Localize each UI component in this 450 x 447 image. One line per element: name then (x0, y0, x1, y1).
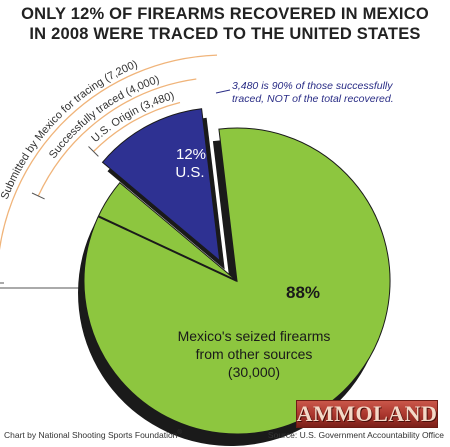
other-slice-label-line3: (30,000) (228, 364, 280, 380)
pie-slice-us (101, 108, 221, 262)
footer-source: Source: U.S. Government Accountability O… (267, 430, 444, 440)
arc-traced (37, 78, 197, 197)
title-line-1: ONLY 12% OF FIREARMS RECOVERED IN MEXICO (21, 5, 429, 23)
ammoland-logo: AMMOLAND (296, 400, 438, 428)
chart-title: ONLY 12% OF FIREARMS RECOVERED IN MEXICO… (0, 4, 450, 44)
other-slice-label-line1: Mexico's seized firearms (178, 328, 331, 344)
annotation-line-1: 3,480 is 90% of those successfully (232, 80, 393, 92)
footer-credit-mark: ® (177, 430, 182, 437)
us-slice-label: U.S. (175, 164, 204, 181)
arc-tick-us-origin (88, 146, 99, 157)
annotation-line-2: traced, NOT of the total recovered. (232, 93, 394, 105)
other-slice-label-line2: from other sources (196, 346, 313, 362)
title-line-2: IN 2008 WERE TRACED TO THE UNITED STATES (29, 25, 421, 43)
arc-us-origin (93, 101, 181, 152)
arc-submitted (0, 54, 218, 251)
ammoland-logo-text: AMMOLAND (296, 401, 438, 426)
annotation-pointer (215, 89, 231, 94)
footer-credit-text: Chart by National Shooting Sports Founda… (4, 430, 178, 440)
us-percent-label: 12% (176, 146, 206, 163)
pie-wedge-divider (97, 215, 238, 282)
annotation-note: 3,480 is 90% of those successfully trace… (232, 80, 442, 106)
footer-credit: Chart by National Shooting Sports Founda… (4, 430, 182, 440)
other-percent-label: 88% (286, 283, 320, 302)
arc-tick-traced (31, 192, 45, 200)
